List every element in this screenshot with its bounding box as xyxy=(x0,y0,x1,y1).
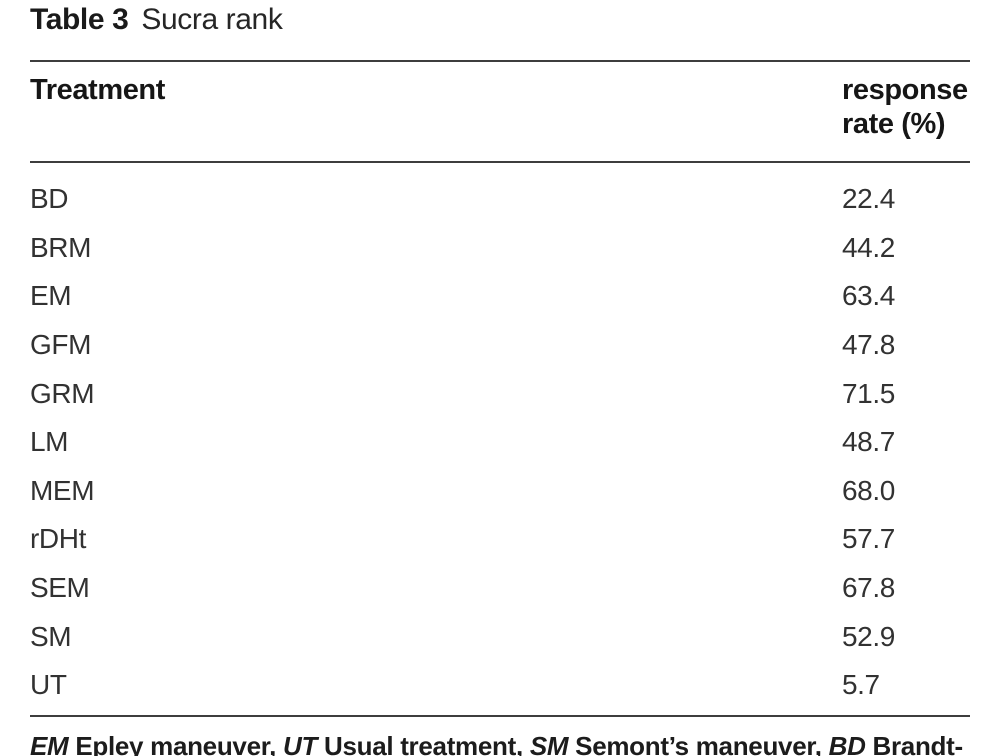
table-row: MEM 68.0 xyxy=(30,467,970,516)
table-row: BD 22.4 xyxy=(30,175,970,224)
rate-cell: 48.7 xyxy=(842,426,895,458)
table-row: BRM 44.2 xyxy=(30,224,970,273)
divider-top xyxy=(30,60,970,62)
rate-cell: 67.8 xyxy=(842,572,895,604)
rate-cell: 47.8 xyxy=(842,329,895,361)
table-caption: Sucra rank xyxy=(141,3,283,36)
rate-cell: 68.0 xyxy=(842,474,895,506)
table-row: SM 52.9 xyxy=(30,612,970,661)
table-number: Table 3 xyxy=(30,3,129,36)
footnote-abbreviation: EM xyxy=(30,731,69,756)
rate-cell: 63.4 xyxy=(842,280,895,312)
table-footnote: EM Epley maneuver, UT Usual treatment, S… xyxy=(30,731,995,756)
footnote-abbreviation: UT xyxy=(282,731,318,756)
divider-bottom xyxy=(30,715,970,717)
rate-cell: 71.5 xyxy=(842,377,895,409)
column-header-response-line1: response xyxy=(842,74,968,106)
treatment-cell: UT xyxy=(30,669,67,701)
treatment-cell: EM xyxy=(30,280,72,312)
footnote-text: Usual treatment, xyxy=(317,731,530,756)
treatment-cell: SEM xyxy=(30,572,90,604)
table-row: UT 5.7 xyxy=(30,661,970,710)
table-title: Table 3 Sucra rank xyxy=(30,3,283,37)
treatment-cell: LM xyxy=(30,426,69,458)
table-row: LM 48.7 xyxy=(30,418,970,467)
treatment-cell: rDHt xyxy=(30,523,86,555)
table-row: EM 63.4 xyxy=(30,272,970,321)
treatment-cell: BRM xyxy=(30,231,92,263)
rate-cell: 44.2 xyxy=(842,231,895,263)
column-header-response-line2: rate (%) xyxy=(842,108,946,140)
rate-cell: 5.7 xyxy=(842,669,880,701)
rate-cell: 57.7 xyxy=(842,523,895,555)
table-header-row: Treatment response rate (%) xyxy=(30,73,970,141)
table-row: GRM 71.5 xyxy=(30,369,970,418)
table-row: SEM 67.8 xyxy=(30,564,970,613)
footnote-abbreviation: BD xyxy=(828,731,866,756)
column-header-treatment: Treatment xyxy=(30,74,165,106)
table-row: rDHt 57.7 xyxy=(30,515,970,564)
footnote-text: Semont’s maneuver, xyxy=(568,731,829,756)
treatment-cell: SM xyxy=(30,620,72,652)
footnote-abbreviation: SM xyxy=(529,731,569,756)
footnote-text: Epley maneuver, xyxy=(68,731,283,756)
treatment-cell: BD xyxy=(30,183,69,215)
table-body: BD 22.4 BRM 44.2 EM 63.4 GFM 47.8 GRM 71… xyxy=(30,163,970,710)
treatment-cell: GRM xyxy=(30,377,95,409)
rate-cell: 22.4 xyxy=(842,183,895,215)
column-header-response-rate: response rate (%) xyxy=(842,73,970,141)
divider-header xyxy=(30,161,970,163)
treatment-cell: MEM xyxy=(30,474,95,506)
rate-cell: 52.9 xyxy=(842,620,895,652)
treatment-cell: GFM xyxy=(30,329,92,361)
table-row: GFM 47.8 xyxy=(30,321,970,370)
footnote-text: Brandt- xyxy=(865,731,963,756)
